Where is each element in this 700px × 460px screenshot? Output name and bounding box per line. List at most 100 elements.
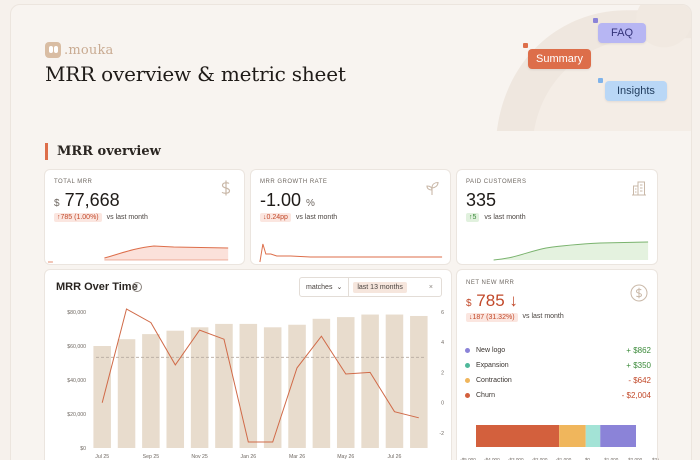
- mrr-bar: [410, 315, 428, 448]
- dollar-icon: [221, 180, 231, 196]
- unit: %: [306, 198, 315, 209]
- paid-customers-sparkline: [493, 241, 649, 261]
- x-tick-label: -$1,000: [556, 457, 572, 460]
- paid-customers-value: 335: [466, 190, 497, 210]
- kpi-value: 335: [466, 190, 496, 211]
- insights-tag[interactable]: Insights: [605, 81, 667, 101]
- arrow-up-icon: ↑: [469, 214, 473, 221]
- y2-tick-label: 6: [441, 310, 444, 316]
- arrow-down-icon: ↓: [263, 214, 267, 221]
- x-tick-label: Mar 26: [289, 454, 305, 460]
- legend-swatch: [465, 363, 470, 368]
- change-value: 0.24pp: [266, 214, 288, 221]
- kpi-growth-rate-card[interactable]: MRR GROWTH RATE -1.00 % ↓0.24pp vs last …: [250, 169, 451, 265]
- x-tick-label: $1,000: [604, 457, 618, 460]
- net-new-breakdown-chart: -$5,000 -$4,000 -$3,000 -$2,000 -$1,000 $0 $1,…: [460, 425, 659, 460]
- legend-item: Expansion + $350: [465, 358, 651, 373]
- kpi-label: TOTAL MRR: [54, 179, 93, 185]
- change-pill: ↓0.24pp: [260, 213, 291, 222]
- x-tick-label: -$3,000: [508, 457, 524, 460]
- growth-rate-line: [101, 308, 419, 443]
- change-pill: ↑785 (1.00%): [54, 213, 102, 222]
- y2-tick-label: 0: [441, 401, 444, 407]
- net-new-change: ↓187 (31.32%) vs last month: [466, 313, 564, 322]
- currency-symbol: $: [54, 198, 60, 209]
- legend-item: Churn - $2,004: [465, 388, 651, 403]
- arrow-down-icon: ↓: [509, 291, 518, 310]
- comparison-text: vs last month: [106, 214, 148, 221]
- legend-value: - $642: [628, 376, 651, 385]
- y2-tick-label: 4: [441, 340, 444, 346]
- mrr-bar: [239, 323, 258, 448]
- building-icon: [632, 181, 646, 196]
- change-value: 785 (1.00%): [60, 214, 99, 221]
- net-new-label: NET NEW MRR: [466, 280, 515, 286]
- x-tick-label: Sep 25: [143, 454, 160, 460]
- change-pill: ↑5: [466, 213, 480, 222]
- mrr-bar: [336, 317, 355, 448]
- kpi-label: PAID CUSTOMERS: [466, 179, 527, 185]
- comparison-text: vs last month: [522, 313, 564, 320]
- mrr-bar: [288, 324, 306, 448]
- legend-swatch: [465, 348, 470, 353]
- change-value: 5: [472, 214, 477, 221]
- growth-rate-sparkline: [259, 243, 443, 263]
- x-tick-label: -$5,000: [460, 457, 476, 460]
- sheet: .mouka MRR overview & metric sheet Summa…: [10, 4, 692, 460]
- clear-filter-icon[interactable]: ×: [428, 283, 433, 291]
- currency-symbol: $: [466, 298, 472, 309]
- kpi-change: ↓0.24pp vs last month: [260, 213, 337, 222]
- mrr-bar: [312, 318, 331, 448]
- filter-value-chip[interactable]: last 13 months: [353, 281, 407, 293]
- net-new-mrr-card: NET NEW MRR $ 785 ↓ ↓187 (31.32%) vs las…: [456, 269, 659, 460]
- mrr-bar: [166, 330, 185, 448]
- legend-label: New logo: [476, 347, 506, 354]
- x-tick-label: -$4,000: [484, 457, 500, 460]
- decor-dot: [598, 78, 603, 83]
- y-tick-label: $60,000: [67, 344, 86, 350]
- legend-label: Churn: [476, 392, 496, 399]
- x-tick-label: Jul 26: [388, 454, 402, 460]
- kpi-change: ↑5 vs last month: [466, 213, 526, 222]
- breakdown-segment: [476, 425, 560, 447]
- filter-operator-label: matches: [306, 283, 333, 291]
- y-tick-label: $0: [80, 446, 86, 452]
- comparison-text: vs last month: [484, 214, 526, 221]
- mrr-bar: [385, 314, 404, 448]
- legend-label: Contraction: [476, 377, 512, 384]
- breakdown-segment: [585, 425, 601, 447]
- breakdown-segment: [559, 425, 586, 447]
- mrr-bar: [215, 323, 233, 448]
- brand-logo-icon: [45, 42, 61, 58]
- comparison-text: vs last month: [295, 214, 338, 221]
- change-value: 187 (31.32%): [472, 314, 515, 321]
- page-title: MRR overview & metric sheet: [45, 62, 346, 86]
- sprout-icon: [426, 181, 439, 195]
- mrr-bar: [190, 327, 209, 448]
- section-accent: [45, 143, 48, 160]
- x-tick-label: May 26: [337, 454, 354, 460]
- brand-name: .mouka: [64, 42, 114, 58]
- kpi-paid-customers-card[interactable]: PAID CUSTOMERS 335 ↑5 vs last month: [456, 169, 658, 265]
- summary-tag[interactable]: Summary: [528, 49, 592, 69]
- brand[interactable]: .mouka: [45, 42, 114, 58]
- decor-dot: [593, 18, 598, 23]
- legend-label: Expansion: [476, 362, 509, 369]
- kpi-total-mrr-card[interactable]: TOTAL MRR $ 77,668 ↑785 (1.00%) vs last …: [44, 169, 245, 265]
- chevron-down-icon: ⌄: [336, 284, 343, 291]
- breakdown-segment: [600, 425, 636, 447]
- y2-tick-label: -2: [439, 431, 444, 437]
- legend-item: New logo + $862: [465, 343, 651, 358]
- x-tick-label: $2,000: [628, 457, 642, 460]
- faq-tag[interactable]: FAQ: [598, 23, 647, 43]
- x-tick-label: -$2,000: [532, 457, 548, 460]
- date-filter[interactable]: matches ⌄ last 13 months ×: [299, 277, 442, 297]
- y-tick-label: $40,000: [67, 378, 86, 384]
- info-icon[interactable]: i: [132, 282, 142, 292]
- y-tick-label: $80,000: [67, 310, 86, 316]
- net-new-amount: 785: [476, 291, 505, 310]
- x-tick-label: Nov 25: [191, 454, 208, 460]
- legend-value: - $2,004: [621, 391, 651, 400]
- filter-operator-select[interactable]: matches ⌄: [300, 278, 350, 296]
